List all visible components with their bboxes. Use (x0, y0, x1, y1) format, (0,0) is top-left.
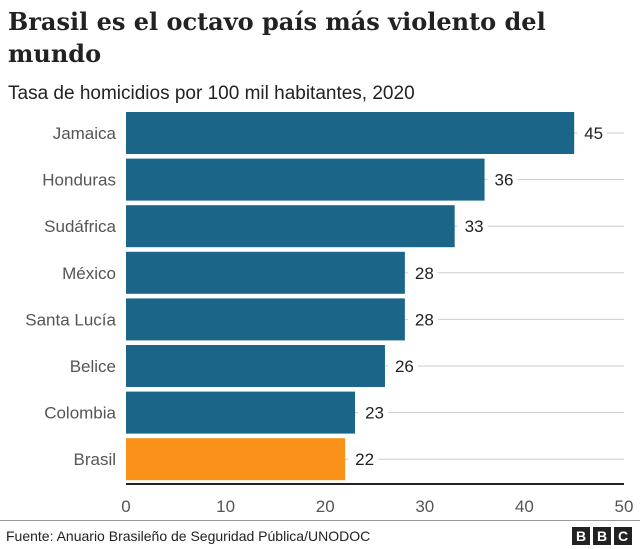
x-tick-label: 40 (515, 497, 534, 516)
bar-jamaica (126, 112, 575, 154)
bar-brasil (126, 438, 346, 481)
data-label: 22 (355, 450, 374, 469)
data-label: 33 (465, 217, 484, 236)
bar-sudáfrica (126, 205, 455, 248)
bar-méxico (126, 251, 405, 294)
bar-belice (126, 345, 385, 387)
footer-divider (0, 520, 640, 521)
data-label: 45 (584, 124, 603, 143)
category-label: Colombia (44, 404, 116, 423)
category-label: Belice (70, 357, 116, 376)
data-label: 26 (395, 357, 414, 376)
bar-chart: 45 Jamaica 36 Honduras 33 Sudáfrica 28 México 28… (25, 112, 634, 516)
category-label: Santa Lucía (25, 310, 116, 329)
data-label: 28 (415, 310, 434, 329)
data-label-bg (387, 356, 418, 376)
x-tick-label: 50 (615, 497, 634, 516)
category-label: México (62, 264, 116, 283)
chart-subtitle: Tasa de homicidios por 100 mil habitante… (8, 83, 415, 104)
x-tick-label: 0 (121, 497, 130, 516)
data-label-bg (407, 262, 438, 283)
data-label-bg (348, 449, 379, 470)
data-label-bg (457, 216, 488, 237)
bar-colombia (126, 391, 356, 434)
category-label: Honduras (42, 171, 116, 190)
data-label: 36 (495, 171, 514, 190)
category-label: Jamaica (53, 124, 117, 143)
data-label-bg (577, 123, 608, 143)
x-tick-label: 10 (216, 497, 235, 516)
data-label-bg (407, 309, 438, 330)
x-tick-label: 30 (415, 497, 434, 516)
x-tick-label: 20 (316, 497, 335, 516)
data-label-bg (358, 402, 389, 423)
bar-honduras (126, 158, 485, 201)
bar-santa-lucía (126, 298, 405, 341)
category-label: Sudáfrica (44, 217, 116, 236)
source-note: Fuente: Anuario Brasileño de Seguridad P… (6, 528, 371, 544)
chart-title: Brasil es el octavo país más violento de… (8, 7, 546, 68)
data-label-bg (487, 169, 518, 190)
data-label: 28 (415, 264, 434, 283)
category-label: Brasil (73, 450, 116, 469)
data-label: 23 (365, 404, 384, 423)
